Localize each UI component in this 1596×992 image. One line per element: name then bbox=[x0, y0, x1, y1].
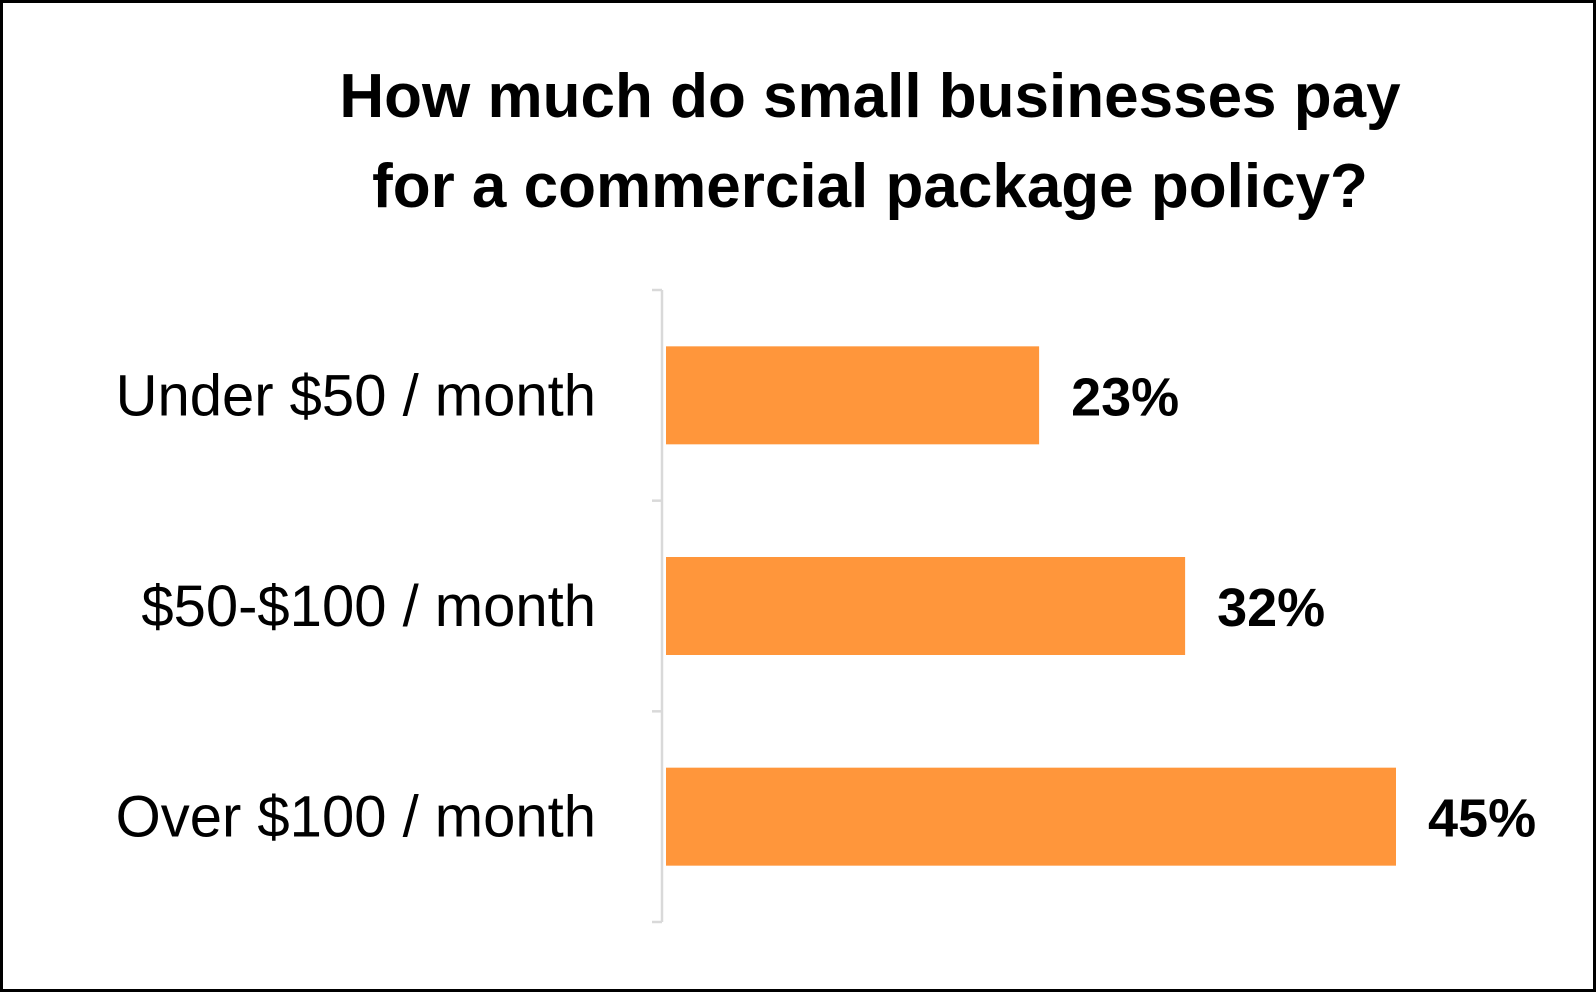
data-label: 45% bbox=[1428, 789, 1536, 849]
category-label: $50-$100 / month bbox=[141, 574, 596, 639]
bar bbox=[666, 346, 1040, 445]
data-label: 32% bbox=[1217, 578, 1325, 638]
chart-title-line-1: How much do small businesses pay bbox=[339, 62, 1401, 131]
labels: Under $50 / month 23% $50-$100 / month 32% O… bbox=[116, 363, 1537, 849]
bar bbox=[666, 557, 1186, 655]
bar bbox=[666, 767, 1396, 866]
category-label: Over $100 / month bbox=[116, 785, 596, 850]
chart-title: How much do small businesses pay for a c… bbox=[180, 52, 1560, 232]
category-axis bbox=[652, 288, 664, 924]
chart-title-line-2: for a commercial package policy? bbox=[372, 152, 1368, 221]
category-label: Under $50 / month bbox=[116, 363, 596, 428]
data-label: 23% bbox=[1071, 367, 1179, 427]
bars bbox=[666, 346, 1396, 866]
